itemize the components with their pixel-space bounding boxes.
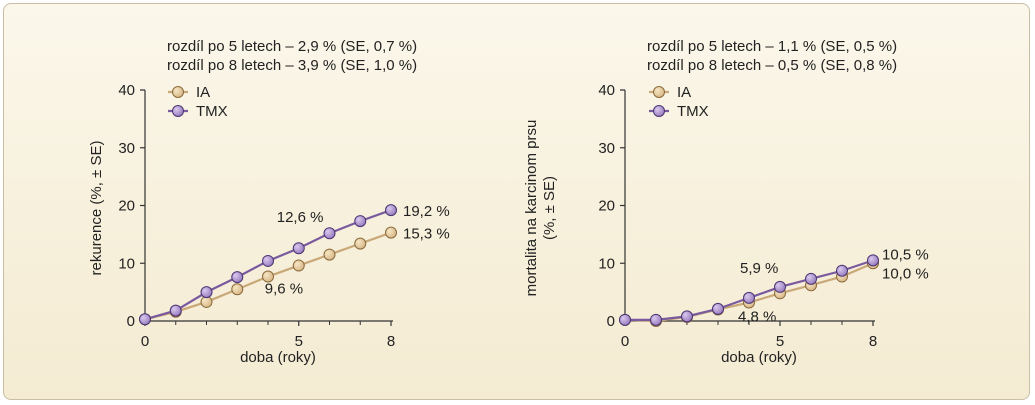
point-ia [354, 237, 367, 250]
point-tmx [805, 272, 817, 285]
annotation-line: rozdíl po 8 letech – 3,9 % (SE, 1,0 %) [167, 57, 417, 74]
data-label: 5,9 % [740, 260, 778, 277]
legend-marker-tmx [172, 105, 184, 117]
y-tick-label: 40 [118, 82, 135, 99]
point-tmx [200, 286, 213, 299]
y-axis-label: (%, ± SE) [541, 176, 558, 240]
point-ia [262, 270, 274, 283]
x-tick-label: 0 [141, 333, 149, 350]
legend-marker-ia [172, 86, 184, 98]
point-tmx [681, 310, 693, 323]
point-ia [231, 283, 244, 296]
x-tick-label: 0 [621, 333, 629, 350]
annotation-line: rozdíl po 5 letech – 2,9 % (SE, 0,7 %) [167, 38, 417, 55]
chart-canvas: rozdíl po 5 letech – 2,9 % (SE, 0,7 %) ro… [88, 38, 929, 366]
data-label: 15,3 % [403, 226, 450, 243]
y-tick-label: 20 [118, 198, 135, 215]
data-label: 10,0 % [882, 265, 929, 282]
point-tmx [139, 313, 151, 326]
point-tmx [867, 254, 879, 267]
point-tmx [262, 254, 274, 267]
point-ia [323, 248, 336, 261]
x-tick-label: 8 [869, 333, 877, 350]
x-tick-label: 5 [295, 333, 303, 350]
point-tmx [292, 242, 305, 255]
y-tick-label: 0 [607, 313, 615, 330]
data-label: 19,2 % [403, 203, 450, 220]
point-tmx [619, 313, 631, 326]
point-tmx [774, 280, 786, 293]
legend-label-ia: IA [196, 84, 210, 101]
point-ia [385, 226, 397, 239]
data-label: 12,6 % [277, 209, 324, 226]
y-tick-label: 10 [118, 255, 135, 272]
y-axis-label: rekurence (%, ± SE) [88, 141, 105, 276]
point-tmx [836, 264, 848, 277]
point-tmx [231, 271, 244, 284]
y-axis-label: mortalita na karcinom prsu [523, 120, 540, 297]
legend-marker-tmx [653, 105, 665, 117]
x-tick-label: 5 [776, 333, 784, 350]
point-tmx [385, 204, 397, 217]
annotation-line: rozdíl po 5 letech – 1,1 % (SE, 0,5 %) [647, 38, 897, 55]
legend-marker-ia [653, 86, 665, 98]
point-tmx [169, 304, 182, 317]
x-tick-label: 8 [387, 333, 395, 350]
x-axis-label: doba (roky) [721, 349, 797, 366]
point-tmx [354, 215, 367, 228]
legend-label-tmx: TMX [196, 103, 228, 120]
y-tick-label: 0 [127, 313, 135, 330]
legend-label-tmx: TMX [677, 103, 709, 120]
chart-2: rozdíl po 5 letech – 1,1 % (SE, 0,5 %) ro… [523, 38, 929, 366]
legend-label-ia: IA [677, 84, 691, 101]
annotation-line: rozdíl po 8 letech – 0,5 % (SE, 0,8 %) [647, 57, 897, 74]
point-ia [292, 259, 305, 272]
point-tmx [743, 291, 755, 304]
x-axis-label: doba (roky) [240, 349, 316, 366]
point-tmx [712, 302, 724, 315]
point-tmx [323, 227, 336, 240]
y-tick-label: 20 [598, 198, 615, 215]
y-tick-label: 30 [118, 140, 135, 157]
chart-1: rozdíl po 5 letech – 2,9 % (SE, 0,7 %) ro… [88, 38, 450, 366]
point-tmx [650, 313, 662, 326]
data-label: 10,5 % [882, 246, 929, 263]
y-tick-label: 10 [598, 255, 615, 272]
y-tick-label: 30 [598, 140, 615, 157]
data-label: 9,6 % [265, 281, 303, 298]
data-label: 4,8 % [738, 308, 776, 325]
figure-panel: rozdíl po 5 letech – 2,9 % (SE, 0,7 %) ro… [3, 3, 1030, 400]
y-tick-label: 40 [598, 82, 615, 99]
